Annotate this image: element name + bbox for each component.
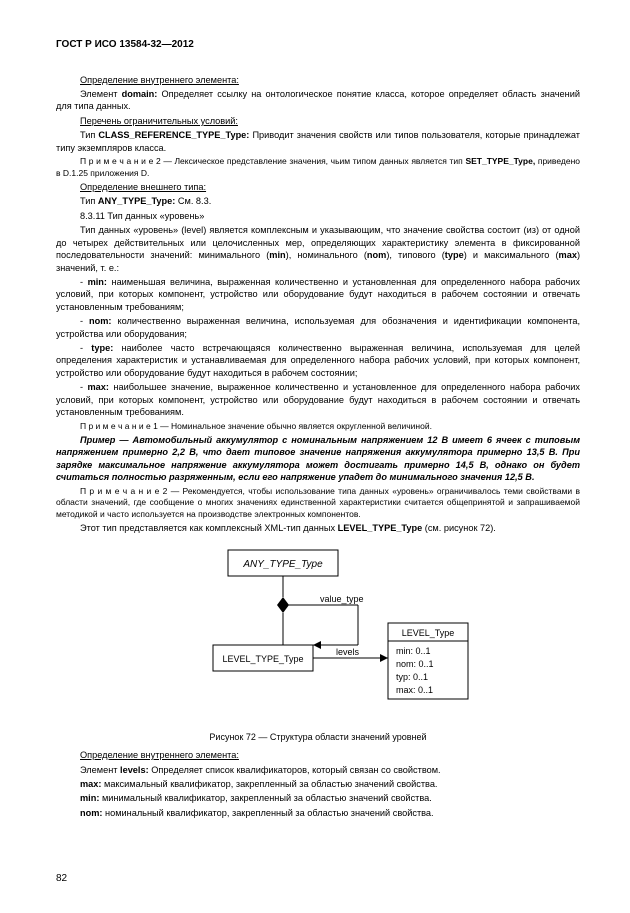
edge-levels: levels — [336, 647, 360, 657]
box-level-type-type: LEVEL_TYPE_Type — [222, 654, 303, 664]
note-2b: П р и м е ч а н и е 2 — Рекомендуется, ч… — [56, 486, 580, 520]
figure-72: ANY_TYPE_Type value_type LEVEL_TYPE_Type… — [56, 545, 580, 744]
level-description: Тип данных «уровень» (level) является ко… — [56, 224, 580, 274]
xml-type-paragraph: Этот тип представляется как комплексный … — [56, 522, 580, 534]
item-nom: - nom: количественно выраженная величина… — [56, 315, 580, 340]
item-max: - max: наибольшее значение, выраженное к… — [56, 381, 580, 418]
level-typ: typ: 0..1 — [396, 672, 428, 682]
note-1: П р и м е ч а н и е 1 — Номинальное знач… — [56, 421, 580, 432]
level-nom: nom: 0..1 — [396, 659, 434, 669]
level-max: max: 0..1 — [396, 685, 433, 695]
any-type-paragraph: Тип ANY_TYPE_Type: См. 8.3. — [56, 195, 580, 207]
standard-header: ГОСТ Р ИСО 13584-32—2012 — [56, 38, 580, 52]
document-page: ГОСТ Р ИСО 13584-32—2012 Определение вну… — [0, 0, 630, 913]
inner-def-title: Определение внутреннего элемента: — [56, 74, 580, 86]
edge-value-type: value_type — [320, 594, 364, 604]
example-paragraph: Пример — Автомобильный аккумулятор с ном… — [56, 434, 580, 484]
levels-paragraph: Элемент levels: Определяет список квалиф… — [56, 764, 580, 776]
diagram-svg: ANY_TYPE_Type value_type LEVEL_TYPE_Type… — [158, 545, 478, 720]
class-ref-paragraph: Тип CLASS_REFERENCE_TYPE_Type: Приводит … — [56, 129, 580, 154]
box-level-type-title: LEVEL_Type — [402, 628, 455, 638]
level-min: min: 0..1 — [396, 646, 431, 656]
max-paragraph: max: максимальный квалификатор, закрепле… — [56, 778, 580, 790]
domain-paragraph: Элемент domain: Определяет ссылку на онт… — [56, 88, 580, 113]
figure-caption: Рисунок 72 — Структура области значений … — [56, 731, 580, 743]
nom-paragraph: nom: номинальный квалификатор, закреплен… — [56, 807, 580, 819]
outer-type-title: Определение внешнего типа: — [56, 181, 580, 193]
note-2: П р и м е ч а н и е 2 — Лексическое пред… — [56, 156, 580, 179]
constraints-title: Перечень ограничительных условий: — [56, 115, 580, 127]
box-any-type: ANY_TYPE_Type — [242, 559, 323, 570]
inner-def-title-2: Определение внутреннего элемента: — [56, 749, 580, 761]
item-type: - type: наиболее часто встречающаяся кол… — [56, 342, 580, 379]
page-number: 82 — [56, 872, 67, 886]
min-paragraph: min: минимальный квалификатор, закреплен… — [56, 792, 580, 804]
section-8-3-11: 8.3.11 Тип данных «уровень» — [56, 210, 580, 222]
item-min: - min: наименьшая величина, выраженная к… — [56, 276, 580, 313]
